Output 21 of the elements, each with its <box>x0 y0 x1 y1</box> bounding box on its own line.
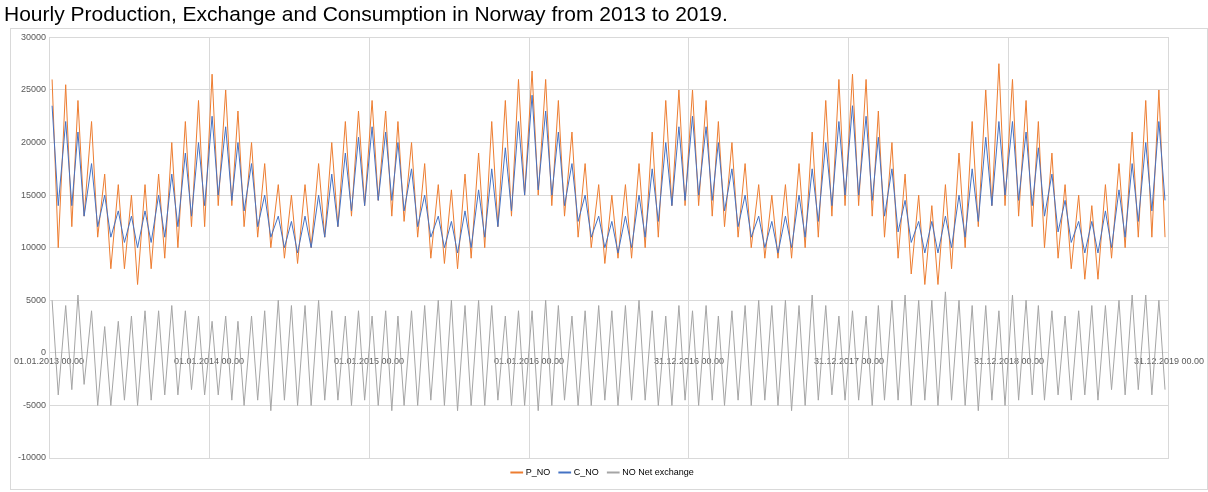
y-tick-label: -10000 <box>18 452 47 463</box>
x-tick-label: 01.01.2015 00.00 <box>333 355 405 366</box>
x-tick-label: 01.01.2016 00.00 <box>493 355 565 366</box>
y-tick-label: -5000 <box>23 399 47 410</box>
y-tick-label: 20000 <box>21 137 47 148</box>
legend-label: C_NO <box>573 466 599 477</box>
y-tick-label: 10000 <box>21 242 47 253</box>
x-tick-label: 31.12.2017 00.00 <box>813 355 885 366</box>
legend-label: P_NO <box>525 466 551 477</box>
y-tick-label: 0 <box>41 347 47 358</box>
x-tick-label: 31.12.2016 00.00 <box>653 355 725 366</box>
y-tick-label: 25000 <box>21 84 47 95</box>
y-tick-label: 15000 <box>21 189 47 200</box>
y-tick-label: 5000 <box>26 294 47 305</box>
x-tick-label: 01.01.2014 00.00 <box>173 355 245 366</box>
x-tick-label: 31.12.2018 00.00 <box>973 355 1045 366</box>
legend-label: NO Net exchange <box>622 466 694 477</box>
x-tick-label: 31.12.2019 00.00 <box>1133 355 1205 366</box>
chart-title: Hourly Production, Exchange and Consumption in Norway from 2013 to 2019. <box>3 1 729 27</box>
y-tick-label: 30000 <box>21 31 47 42</box>
x-tick-label: 01.01.2013 00.00 <box>13 355 85 366</box>
